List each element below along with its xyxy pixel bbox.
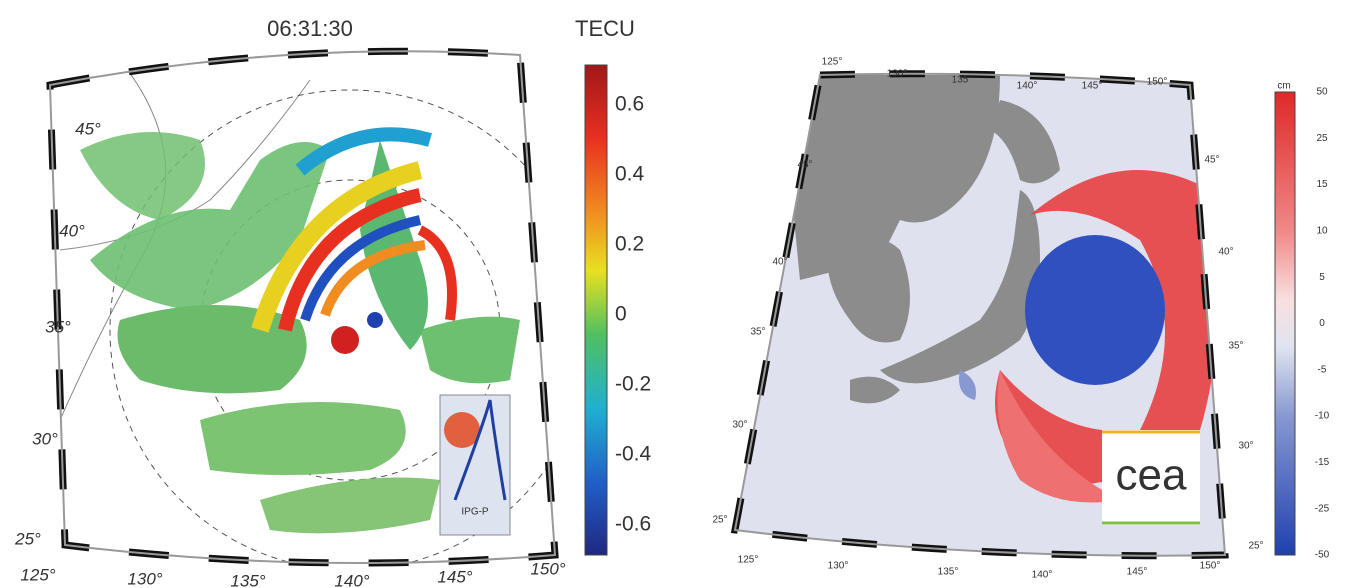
colorbar-tick-label: 15 bbox=[1316, 179, 1328, 190]
tsunami-map: cea bbox=[735, 74, 1225, 556]
lon-label: 135° bbox=[230, 571, 265, 588]
colorbar-tick-label: -0.4 bbox=[615, 443, 652, 466]
lon-label: 145° bbox=[437, 567, 472, 586]
lat-label: 40° bbox=[772, 257, 787, 268]
lon-label: 125° bbox=[738, 555, 759, 566]
colorbar-tick-label: -0.6 bbox=[615, 513, 651, 536]
lat-label: 45° bbox=[797, 160, 812, 171]
lon-label: 130° bbox=[127, 569, 162, 588]
colorbar-tick-label: 0 bbox=[1319, 318, 1325, 329]
lat-label: 35° bbox=[45, 317, 71, 336]
lat-label: 35° bbox=[750, 327, 765, 338]
lon-label: 125° bbox=[20, 565, 55, 584]
colorbar-tick-label: 50 bbox=[1316, 87, 1328, 98]
colorbar-tick-label: 0.4 bbox=[615, 163, 645, 186]
lon-label: 145° bbox=[1082, 81, 1103, 92]
colorbar-tick-label: 0.2 bbox=[615, 233, 644, 256]
time-label: 06:31:30 bbox=[267, 16, 353, 41]
lat-label: 35° bbox=[1228, 341, 1243, 352]
colorbar-tick-label: -10 bbox=[1315, 411, 1330, 422]
lat-label: 25° bbox=[1248, 541, 1263, 552]
logo-text: cea bbox=[1116, 451, 1187, 500]
colorbar-tick-label: -25 bbox=[1315, 503, 1330, 514]
lon-label: 130° bbox=[828, 561, 849, 572]
unit-label: cm bbox=[1277, 81, 1290, 92]
lat-label: 30° bbox=[32, 429, 58, 448]
lon-label: 150° bbox=[530, 559, 565, 578]
colorbar-tick-label: -15 bbox=[1315, 457, 1330, 468]
lon-label: 140° bbox=[1017, 81, 1038, 92]
lat-label: 30° bbox=[732, 420, 747, 431]
lat-label: 45° bbox=[75, 119, 101, 138]
colorbar-tick-label: 25 bbox=[1316, 133, 1328, 144]
lat-label: 40° bbox=[1218, 247, 1233, 258]
colorbar bbox=[585, 65, 607, 555]
colorbar-tick-label: -50 bbox=[1315, 550, 1330, 561]
lat-label: 25° bbox=[14, 529, 41, 548]
colorbar-tick-label: -0.2 bbox=[615, 373, 651, 396]
colorbar-tick-label: 0.6 bbox=[615, 93, 644, 116]
lat-label: 40° bbox=[59, 221, 85, 240]
colorbar-tick-label: -5 bbox=[1318, 364, 1327, 375]
lat-label: 25° bbox=[712, 515, 727, 526]
colorbar-tick-label: 0 bbox=[615, 303, 627, 326]
unit-label: TECU bbox=[575, 16, 635, 41]
figure: IPG-P 06:31:30 TECU cea cm 0.6 0.4 0.2 0 -0.… bbox=[0, 0, 1359, 588]
lat-label: 30° bbox=[1238, 441, 1253, 452]
lon-label: 140° bbox=[1032, 570, 1053, 581]
lon-label: 145° bbox=[1127, 567, 1148, 578]
lon-label: 135° bbox=[952, 75, 973, 86]
lat-label: 45° bbox=[1204, 155, 1219, 166]
tec-map: IPG-P bbox=[50, 51, 590, 570]
lon-label: 130° bbox=[887, 69, 908, 80]
lon-label: 150° bbox=[1147, 77, 1168, 88]
colorbar-tick-label: 5 bbox=[1319, 272, 1325, 283]
lon-label: 135° bbox=[938, 567, 959, 578]
lon-label: 140° bbox=[334, 571, 369, 588]
logo-text: IPG-P bbox=[461, 507, 489, 518]
colorbar bbox=[1275, 92, 1295, 555]
colorbar-tick-label: 10 bbox=[1316, 226, 1328, 237]
lon-label: 125° bbox=[822, 57, 843, 68]
lon-label: 150° bbox=[1200, 561, 1221, 572]
